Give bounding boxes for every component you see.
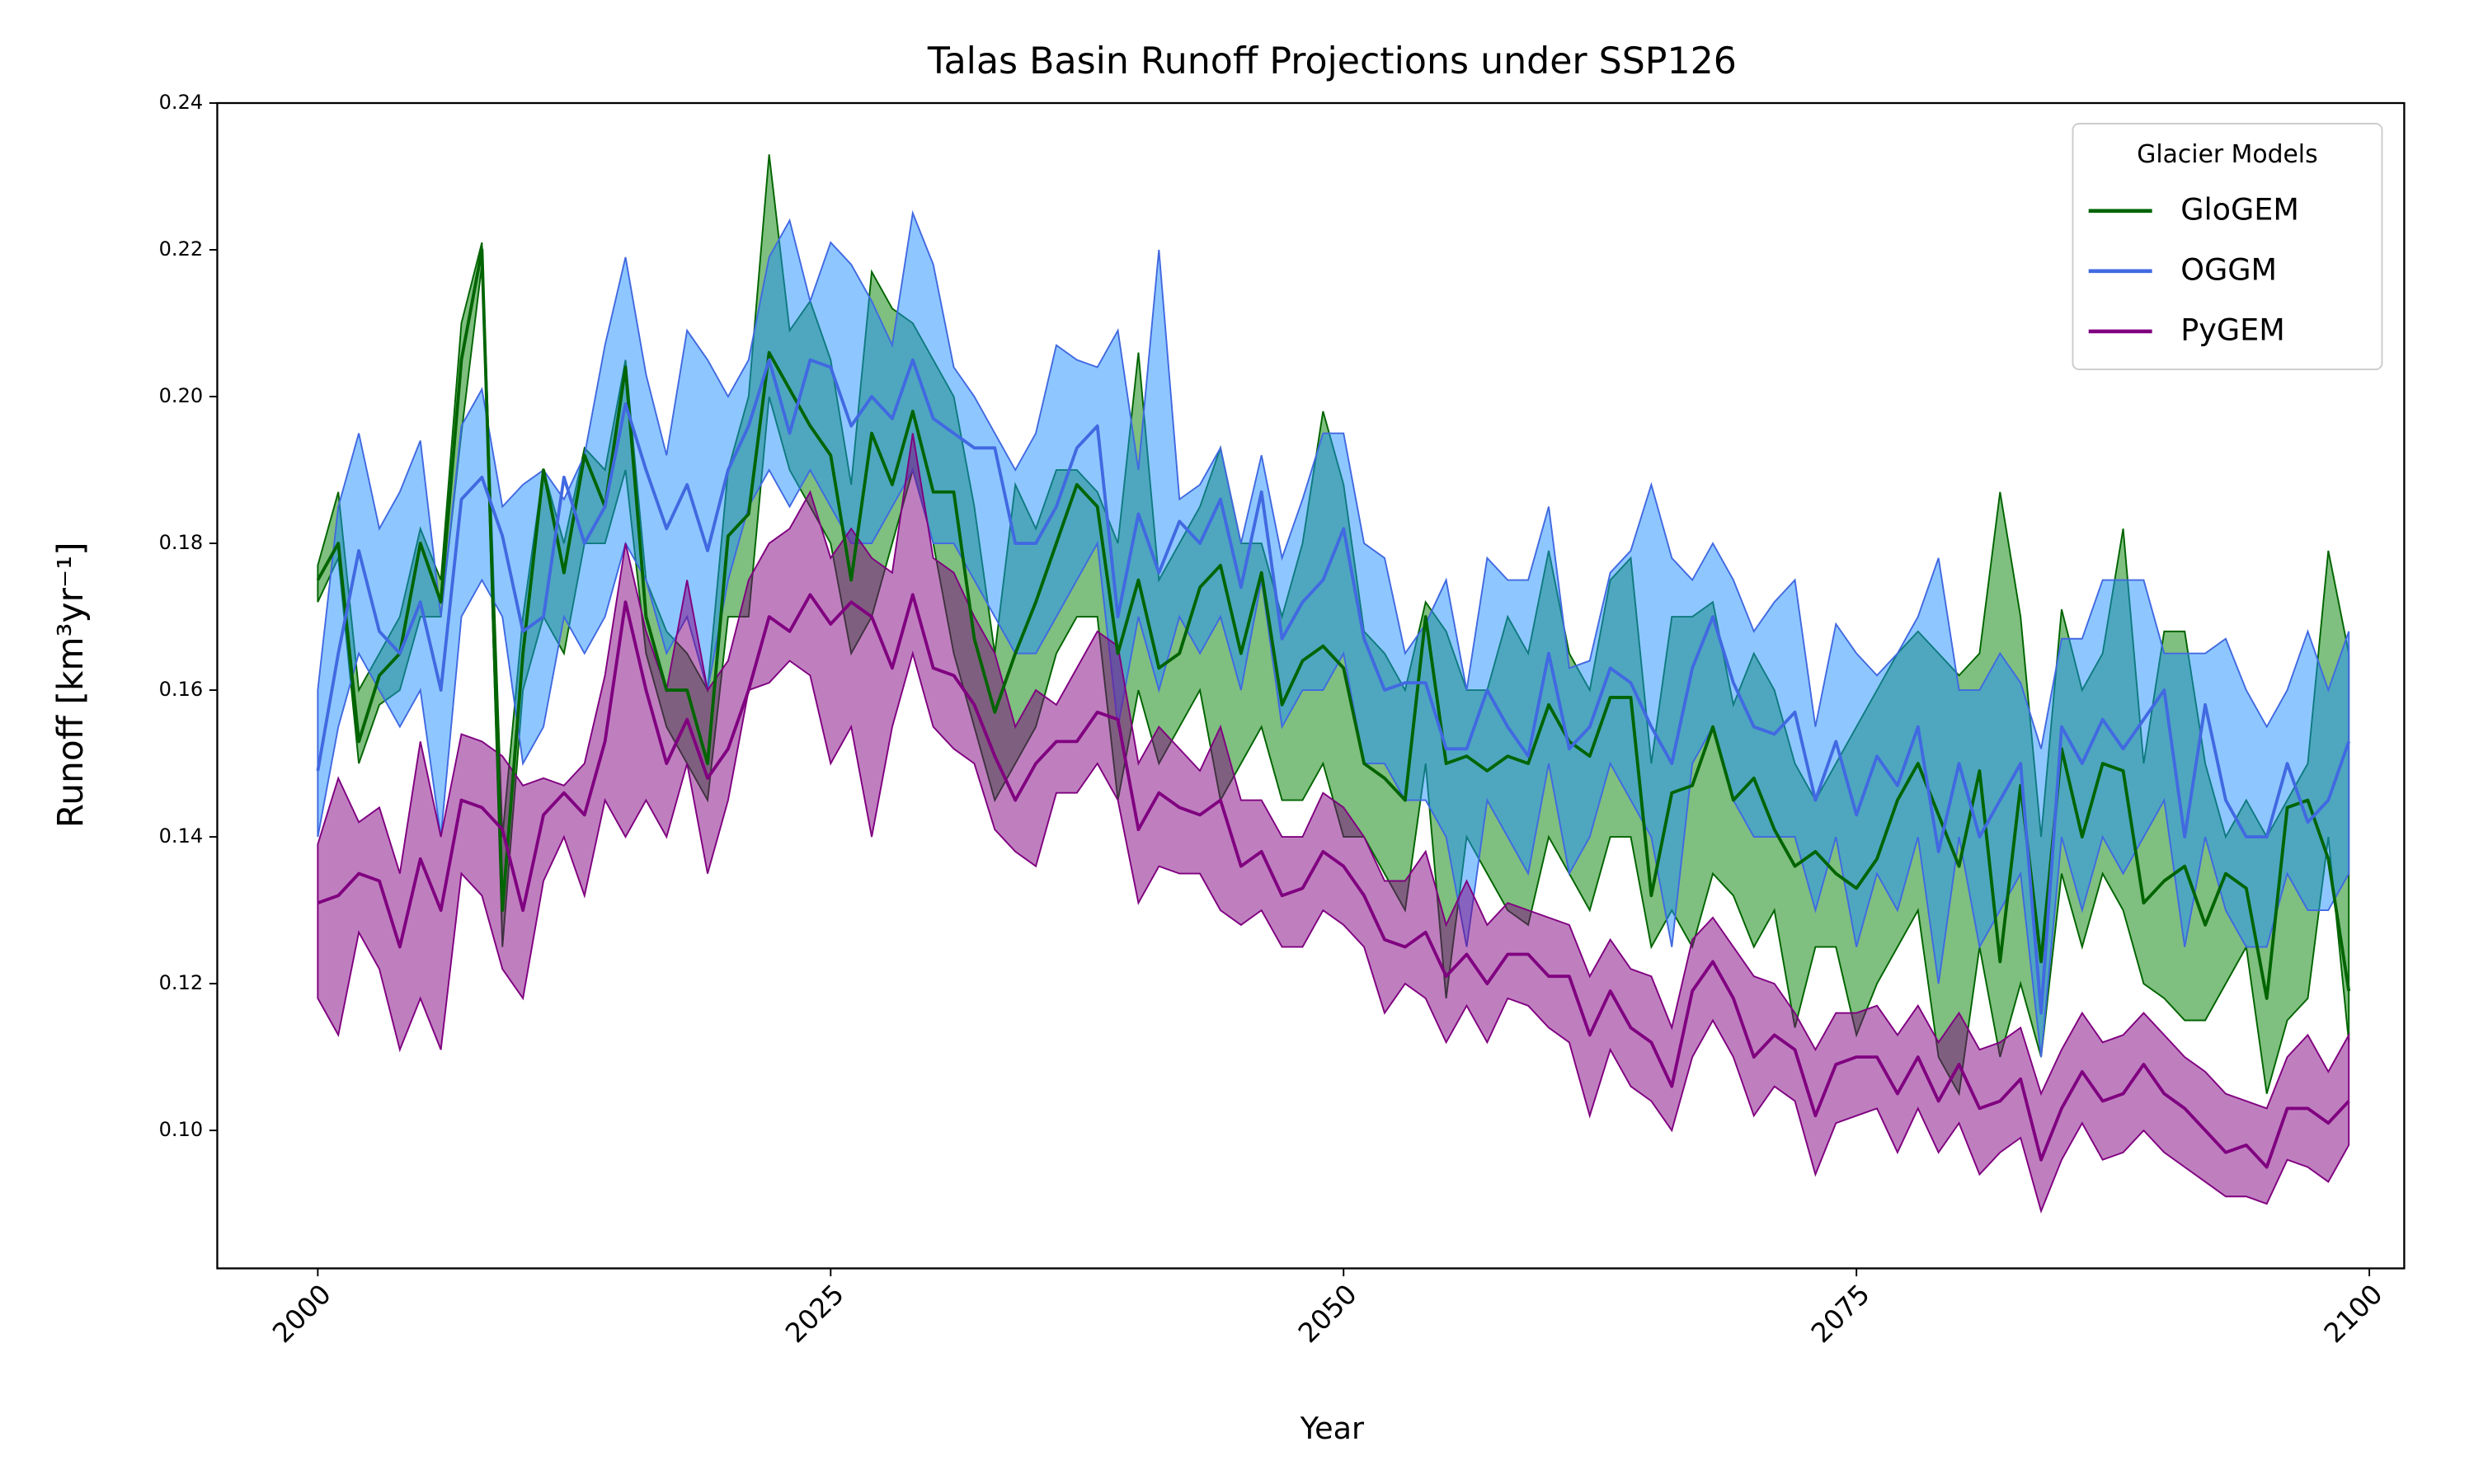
legend-box <box>2072 123 2383 371</box>
legend: Glacier Models GloGEM OGGM PyGEM <box>2072 123 2383 371</box>
y-tick-label: 0.18 <box>159 531 203 554</box>
y-tick-label: 0.24 <box>159 91 203 114</box>
y-tick-label: 0.16 <box>159 678 203 701</box>
y-axis-label: Runoff [km³yr⁻¹] <box>50 542 91 828</box>
x-axis-label: Year <box>1300 1411 1365 1446</box>
y-tick-label: 0.22 <box>159 237 203 261</box>
uncertainty-band <box>317 209 2350 1058</box>
legend-label: GloGEM <box>2180 191 2299 227</box>
uncertainty-band <box>317 433 2350 1214</box>
legend-label: OGGM <box>2180 251 2277 287</box>
y-tick-label: 0.10 <box>159 1118 203 1141</box>
legend-label: PyGEM <box>2180 312 2285 347</box>
chart-title: Talas Basin Runoff Projections under SSP… <box>927 40 1737 82</box>
y-tick-label: 0.14 <box>159 824 203 848</box>
mean-line <box>317 593 2350 1169</box>
mean-line <box>316 358 2351 1015</box>
y-tick-label: 0.20 <box>159 384 203 407</box>
mean-line <box>316 248 2351 1000</box>
y-tick-label: 0.12 <box>159 971 203 994</box>
legend-title: Glacier Models <box>2137 140 2317 169</box>
axes-frame <box>216 101 2406 1270</box>
